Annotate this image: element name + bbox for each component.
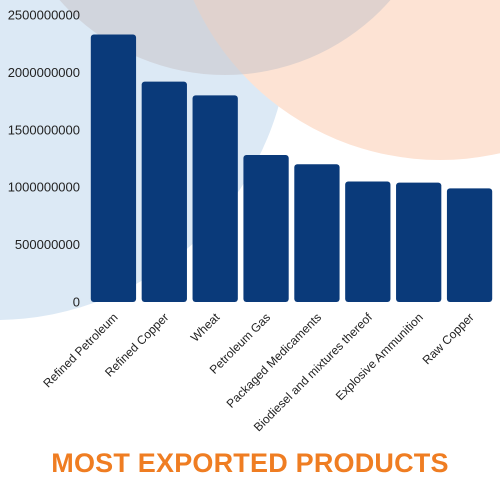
- chart-title: MOST EXPORTED PRODUCTS: [51, 448, 449, 478]
- x-tick-label: Raw Copper: [420, 310, 477, 367]
- x-tick-label: Wheat: [188, 310, 223, 345]
- y-tick-label: 2000000000: [8, 65, 80, 80]
- bar: [396, 182, 442, 302]
- x-tick-label: Packaged Medicaments: [224, 310, 324, 410]
- bar: [192, 95, 238, 302]
- y-tick-label: 1500000000: [8, 122, 80, 137]
- y-tick-label: 1000000000: [8, 180, 80, 195]
- bar: [141, 81, 187, 302]
- bar: [243, 155, 289, 302]
- bars: [90, 34, 493, 303]
- bg-circle-grey: [59, 0, 391, 75]
- y-tick-label: 2500000000: [8, 8, 80, 23]
- x-tick-label: Explosive Ammunition: [333, 310, 426, 403]
- x-tick-label: Refined Petroleum: [40, 310, 120, 390]
- y-tick-label: 500000000: [15, 237, 80, 252]
- bar: [90, 34, 137, 303]
- y-axis: 0 500000000 1000000000 1500000000 2000000000…: [8, 8, 80, 310]
- bar: [294, 164, 340, 302]
- bar: [345, 181, 391, 302]
- y-tick-label: 0: [73, 295, 80, 310]
- bar: [446, 188, 493, 302]
